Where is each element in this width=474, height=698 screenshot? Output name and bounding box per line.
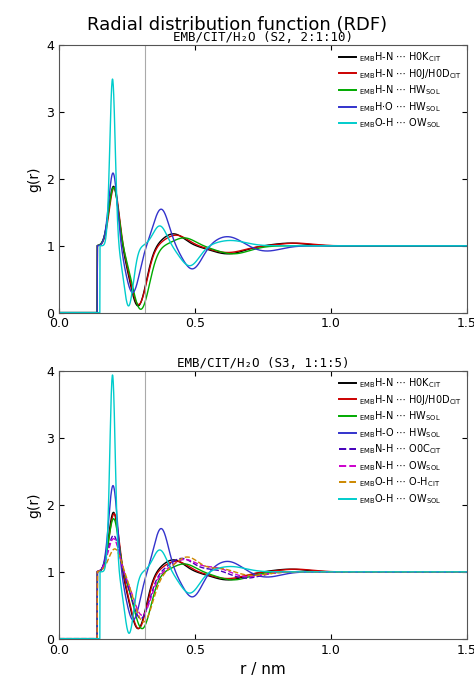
Legend: $_{\mathregular{EMB}}$H-N $\cdots$ H0K$_{\mathregular{CIT}}$, $_{\mathregular{EM: $_{\mathregular{EMB}}$H-N $\cdots$ H0K$_… [337, 48, 464, 132]
Legend: $_{\mathregular{EMB}}$H-N $\cdots$ H0K$_{\mathregular{CIT}}$, $_{\mathregular{EM: $_{\mathregular{EMB}}$H-N $\cdots$ H0K$_… [337, 374, 464, 508]
Title: EMB/CIT/H₂O (S2, 2:1:10): EMB/CIT/H₂O (S2, 2:1:10) [173, 31, 353, 44]
Y-axis label: g(r): g(r) [27, 166, 41, 192]
Title: EMB/CIT/H₂O (S3, 1:1:5): EMB/CIT/H₂O (S3, 1:1:5) [177, 357, 349, 370]
Text: Radial distribution function (RDF): Radial distribution function (RDF) [87, 16, 387, 34]
X-axis label: r / nm: r / nm [240, 662, 286, 677]
Y-axis label: g(r): g(r) [27, 492, 41, 518]
